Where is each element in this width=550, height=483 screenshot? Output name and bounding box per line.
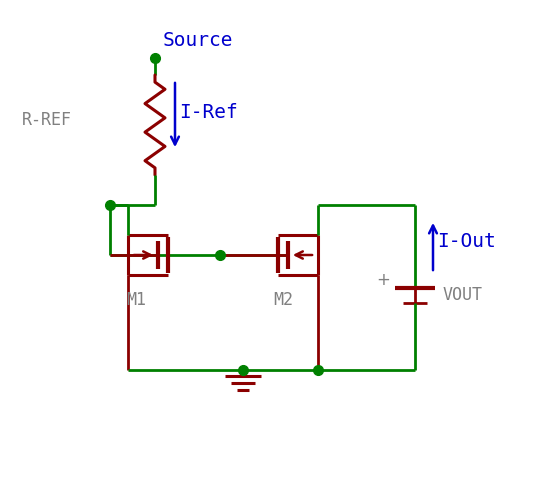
Text: M1: M1 [126,291,146,309]
Text: +: + [376,271,390,289]
Text: VOUT: VOUT [443,286,483,304]
Text: I-Ref: I-Ref [179,103,238,123]
Text: I-Out: I-Out [437,232,496,251]
Text: Source: Source [163,31,234,50]
Text: M2: M2 [273,291,293,309]
Text: R-REF: R-REF [22,111,72,129]
